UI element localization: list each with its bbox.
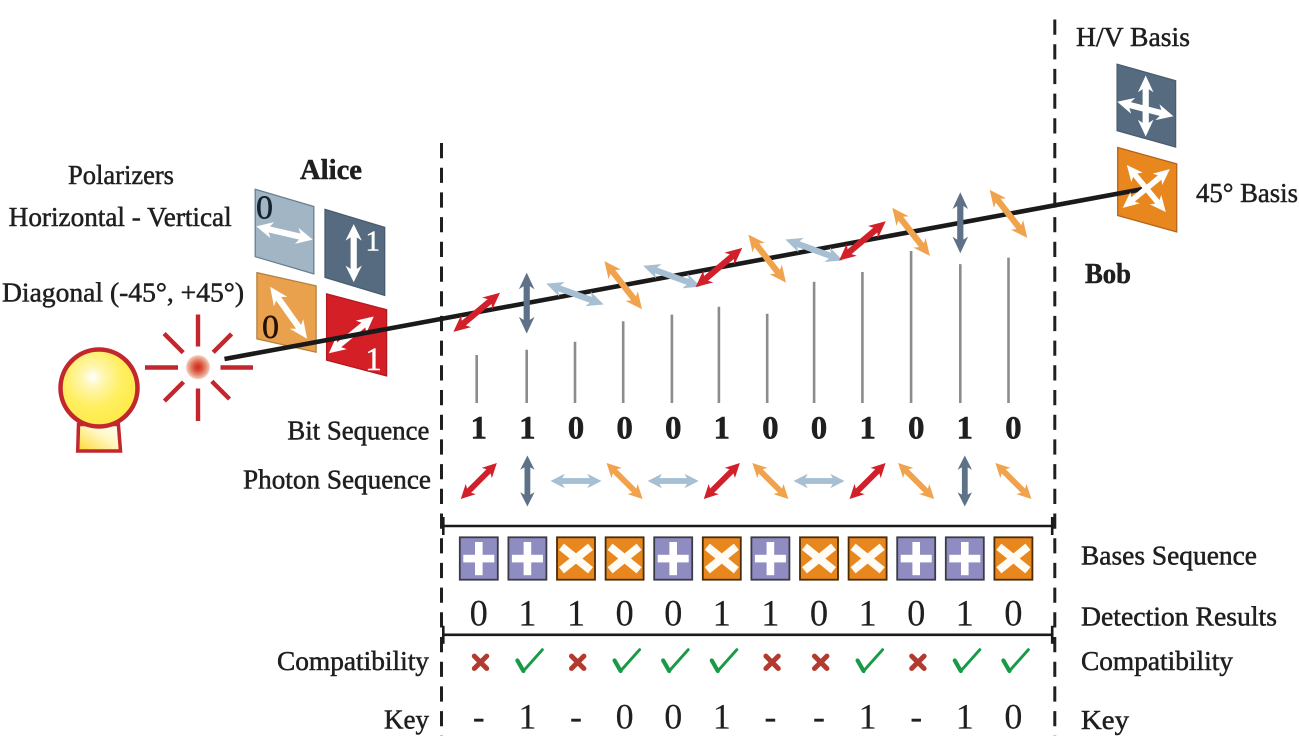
svg-text:0: 0 [665,411,682,447]
svg-text:0: 0 [568,411,585,447]
svg-text:Diagonal (-45°, +45°): Diagonal (-45°, +45°) [2,278,244,308]
svg-text:-: - [473,697,485,736]
svg-text:1: 1 [518,697,536,736]
svg-text:1: 1 [714,411,731,447]
svg-text:Alice: Alice [300,155,362,186]
svg-text:1: 1 [471,411,488,447]
svg-text:0: 0 [1004,593,1022,634]
svg-text:0: 0 [811,411,828,447]
svg-text:0: 0 [762,411,779,447]
svg-text:0: 0 [810,593,828,634]
svg-text:1: 1 [365,342,382,378]
svg-text:Horizontal - Vertical: Horizontal - Vertical [9,202,232,232]
svg-text:0: 0 [256,190,273,227]
svg-text:1: 1 [713,593,731,634]
svg-text:-: - [764,697,776,736]
svg-text:-: - [910,697,922,736]
svg-text:1: 1 [567,593,585,634]
svg-text:0: 0 [1004,697,1022,736]
svg-text:Detection Results: Detection Results [1081,602,1277,632]
svg-text:0: 0 [616,411,633,447]
svg-text:0: 0 [470,593,488,634]
svg-text:H/V Basis: H/V Basis [1076,22,1190,52]
svg-text:1: 1 [956,593,974,634]
svg-text:0: 0 [908,411,925,447]
svg-text:1: 1 [713,697,731,736]
svg-text:-: - [570,697,582,736]
svg-text:1: 1 [761,593,779,634]
svg-text:0: 0 [1005,411,1022,447]
svg-text:0: 0 [615,593,633,634]
svg-text:1: 1 [956,697,974,736]
svg-text:Compatibility: Compatibility [1081,646,1233,676]
svg-text:45° Basis: 45° Basis [1196,178,1298,208]
svg-text:1: 1 [518,593,536,634]
svg-text:0: 0 [262,309,279,346]
svg-text:0: 0 [664,593,682,634]
svg-text:0: 0 [907,593,925,634]
svg-text:Compatibility: Compatibility [277,646,429,676]
svg-text:0: 0 [664,697,682,736]
svg-text:Bob: Bob [1085,259,1131,290]
svg-text:Polarizers: Polarizers [68,160,174,190]
svg-text:1: 1 [957,411,974,447]
svg-text:1: 1 [365,226,380,258]
svg-text:Key: Key [384,705,429,735]
svg-text:-: - [813,697,825,736]
svg-text:1: 1 [858,593,876,634]
svg-text:1: 1 [859,411,876,447]
svg-text:Bit Sequence: Bit Sequence [287,416,429,446]
svg-text:Bases Sequence: Bases Sequence [1081,541,1257,571]
svg-text:Key: Key [1081,705,1130,735]
svg-text:1: 1 [519,411,536,447]
svg-text:1: 1 [859,697,877,736]
svg-text:0: 0 [616,697,634,736]
svg-text:Photon Sequence: Photon Sequence [243,465,431,495]
